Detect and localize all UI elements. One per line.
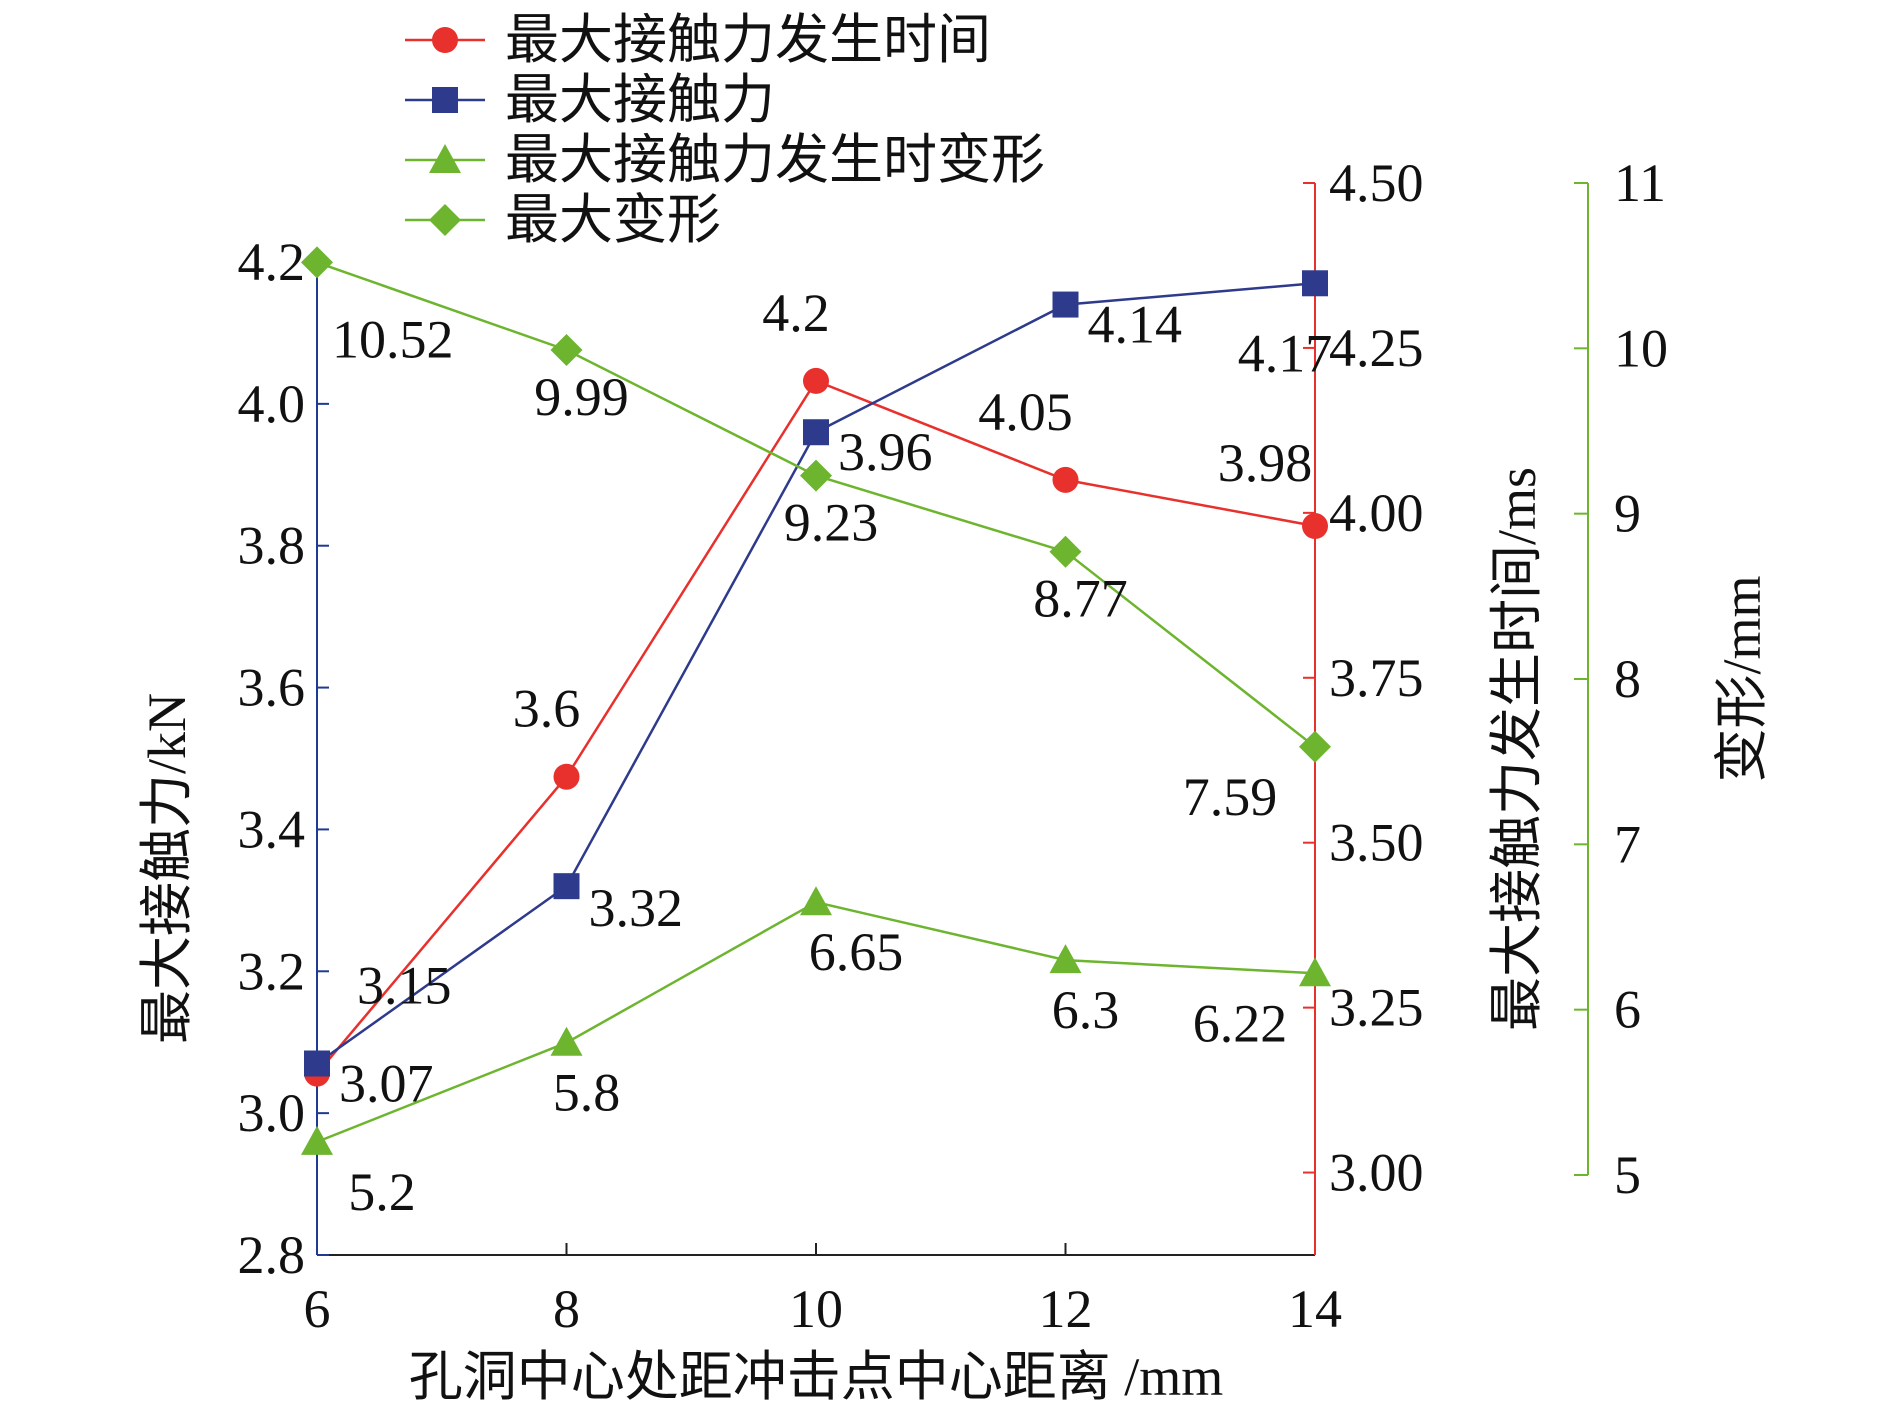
left-tick-label: 4.0 xyxy=(238,374,306,434)
x-tick-label: 14 xyxy=(1288,1279,1342,1339)
legend-label: 最大接触力 xyxy=(505,70,775,130)
right2-tick-label: 8 xyxy=(1614,649,1641,709)
right2-tick-label: 11 xyxy=(1614,153,1666,213)
right1-tick-label: 4.50 xyxy=(1329,153,1424,213)
x-tick-label: 10 xyxy=(789,1279,843,1339)
data-label: 4.17 xyxy=(1238,323,1333,383)
series-2-point xyxy=(301,1125,333,1155)
legend-marker xyxy=(432,87,458,113)
data-label: 8.77 xyxy=(1033,569,1128,629)
series-3-point xyxy=(1299,730,1331,763)
axes-layer: 6 8 10 12 14 孔洞中心处距冲击点中心距离 /mm 2.8 3.0 3.2 3.4 3.6… xyxy=(137,153,1772,1407)
series-3-point xyxy=(1049,535,1082,568)
data-label: 3.6 xyxy=(513,679,581,739)
series-1-point xyxy=(553,873,580,900)
series-0-point xyxy=(1302,513,1328,540)
left-tick-label: 3.8 xyxy=(238,516,306,576)
data-label: 7.59 xyxy=(1183,767,1278,827)
right2-tick-label: 7 xyxy=(1614,814,1641,874)
right2-tick-label: 9 xyxy=(1614,484,1641,544)
series-2-point xyxy=(1299,957,1331,987)
series-0-point xyxy=(803,367,829,394)
legend-label: 最大接触力发生时变形 xyxy=(505,130,1045,190)
data-label: 3.32 xyxy=(589,878,684,938)
data-label: 9.99 xyxy=(534,367,629,427)
series-1-point xyxy=(803,419,829,446)
series-2-point xyxy=(1049,944,1082,974)
left-tick-label: 3.0 xyxy=(238,1083,306,1143)
series-layer xyxy=(301,246,1331,1155)
data-label: 5.2 xyxy=(348,1162,416,1222)
data-label: 9.23 xyxy=(784,493,879,553)
series-1-point xyxy=(304,1050,330,1077)
x-axis-title: 孔洞中心处距冲击点中心距离 /mm xyxy=(409,1347,1224,1407)
data-label: 3.96 xyxy=(838,422,933,482)
series-3-point xyxy=(301,246,333,279)
data-label: 5.8 xyxy=(553,1063,621,1123)
right1-tick-label: 3.25 xyxy=(1329,978,1424,1038)
data-label: 3.98 xyxy=(1218,433,1313,493)
left-axis-title: 最大接触力/kN xyxy=(137,693,197,1044)
right2-tick-label: 10 xyxy=(1614,318,1668,378)
series-0-point xyxy=(553,763,580,790)
data-label: 6.3 xyxy=(1052,980,1120,1040)
x-tick-label: 12 xyxy=(1039,1279,1093,1339)
data-label: 4.05 xyxy=(978,382,1073,442)
right1-axis-title: 最大接触力发生时间/ms xyxy=(1487,467,1547,1031)
right1-tick-label: 3.75 xyxy=(1329,648,1424,708)
left-tick-label: 3.2 xyxy=(238,941,306,1001)
data-label: 10.52 xyxy=(332,309,454,369)
series-0-point xyxy=(1052,466,1079,493)
series-2-point xyxy=(800,886,832,916)
series-1-point xyxy=(1052,291,1079,318)
series-3-point xyxy=(800,459,832,492)
right1-tick-label: 4.25 xyxy=(1329,318,1424,378)
left-tick-label: 2.8 xyxy=(238,1225,306,1285)
x-tick-label: 6 xyxy=(304,1279,331,1339)
right1-tick-label: 3.50 xyxy=(1329,813,1424,873)
legend-marker xyxy=(429,144,461,173)
right1-tick-label: 3.00 xyxy=(1329,1143,1424,1203)
series-1-point xyxy=(1302,270,1328,297)
series-3-point xyxy=(550,333,583,366)
left-tick-label: 3.6 xyxy=(238,658,306,718)
data-label: 4.14 xyxy=(1088,295,1183,355)
legend-label: 最大变形 xyxy=(505,190,721,250)
data-label: 6.65 xyxy=(809,922,904,982)
data-label: 4.2 xyxy=(762,283,830,343)
right1-tick-label: 4.00 xyxy=(1329,483,1424,543)
right2-tick-label: 5 xyxy=(1614,1145,1641,1205)
x-tick-label: 8 xyxy=(553,1279,580,1339)
legend-marker xyxy=(429,204,461,236)
right2-tick-label: 6 xyxy=(1614,980,1641,1040)
labels-layer: 3.15 3.6 4.2 4.05 3.98 3.07 3.32 3.96 4.14 4.17 5.… xyxy=(332,283,1332,1222)
data-label: 3.07 xyxy=(339,1053,434,1113)
series-2-point xyxy=(550,1026,583,1056)
right2-axis-title: 变形/mm xyxy=(1712,575,1772,782)
data-label: 6.22 xyxy=(1193,993,1288,1053)
legend-marker xyxy=(432,27,458,53)
left-tick-label: 3.4 xyxy=(238,799,306,859)
data-label: 3.15 xyxy=(357,956,452,1016)
legend-label: 最大接触力发生时间 xyxy=(505,10,991,70)
left-tick-label: 4.2 xyxy=(238,232,306,292)
